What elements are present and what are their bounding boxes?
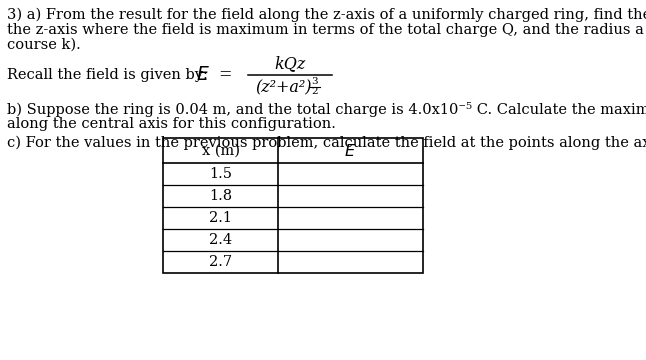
Text: 2.7: 2.7 [209, 255, 232, 269]
Text: 2.4: 2.4 [209, 233, 232, 247]
Text: the z-axis where the field is maximum in terms of the total charge Q, and the ra: the z-axis where the field is maximum in… [7, 23, 646, 37]
Text: x (m): x (m) [202, 144, 240, 158]
Text: Recall the field is given by:: Recall the field is given by: [7, 68, 213, 82]
Text: along the central axis for this configuration.: along the central axis for this configur… [7, 117, 336, 131]
Text: kQz: kQz [275, 55, 306, 72]
Text: $\mathit{E}$: $\mathit{E}$ [196, 66, 210, 85]
Text: 2.1: 2.1 [209, 211, 232, 225]
Text: 1.5: 1.5 [209, 167, 232, 181]
Text: =: = [218, 67, 231, 84]
Text: 2: 2 [311, 86, 318, 95]
Bar [163, 138, 423, 273]
Text: (z²+a²): (z²+a²) [256, 80, 312, 96]
Text: 3) a) From the result for the field along the z-axis of a uniformly charged ring: 3) a) From the result for the field alon… [7, 8, 646, 22]
Text: b) Suppose the ring is 0.04 m, and the total charge is 4.0x10⁻⁵ C. Calculate the: b) Suppose the ring is 0.04 m, and the t… [7, 102, 646, 117]
Text: $\mathit{E}$: $\mathit{E}$ [344, 143, 357, 158]
Text: course k).: course k). [7, 38, 81, 52]
Text: 3: 3 [311, 77, 318, 86]
Text: 1.8: 1.8 [209, 189, 232, 203]
Text: c) For the values in the previous problem, calculate the field at the points alo: c) For the values in the previous proble… [7, 136, 646, 150]
